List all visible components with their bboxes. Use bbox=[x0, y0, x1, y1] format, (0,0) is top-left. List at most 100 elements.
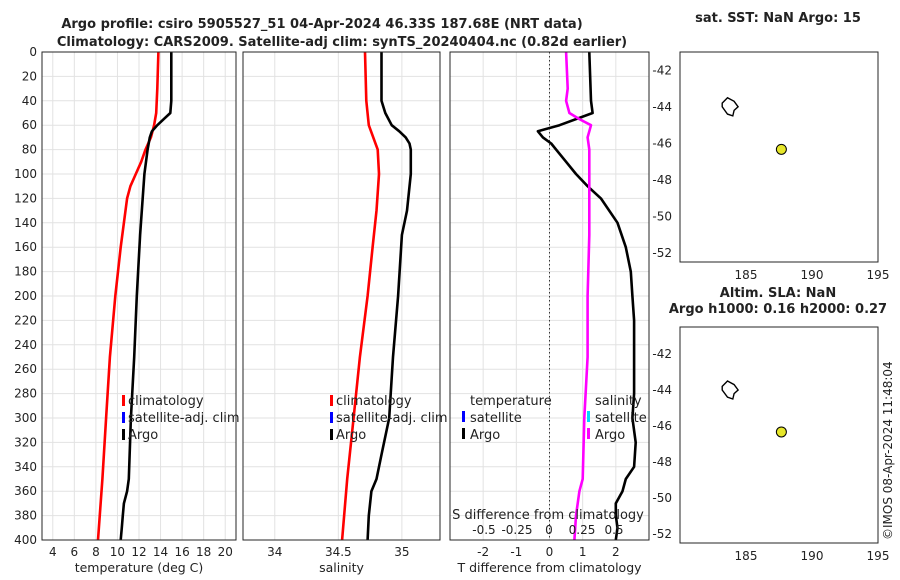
temp-legend-swatch bbox=[122, 429, 125, 440]
map-y-tick-label: -46 bbox=[652, 136, 672, 150]
y-tick-label: 40 bbox=[22, 94, 37, 108]
x-tick-label: 16 bbox=[174, 545, 189, 559]
x-tick-label: -2 bbox=[477, 545, 489, 559]
temp-legend-label: Argo bbox=[128, 428, 158, 443]
x-tick-label: -1 bbox=[510, 545, 522, 559]
y-tick-label: 20 bbox=[22, 69, 37, 83]
diff-legend-right-title: salinity bbox=[595, 394, 642, 409]
map_sst-panel: -42 -44 -46 -48 -50 -52 185 190 195 bbox=[652, 51, 890, 282]
diff-legend-left-label: Argo bbox=[470, 428, 500, 443]
x-axis-label: temperature (deg C) bbox=[75, 560, 204, 575]
sal-legend-swatch bbox=[330, 429, 333, 440]
y-tick-label: 380 bbox=[14, 509, 37, 523]
map-top-title: sat. SST: NaN Argo: 15 bbox=[695, 11, 861, 26]
x-tick-label: 6 bbox=[71, 545, 79, 559]
map-y-tick-label: -48 bbox=[652, 455, 672, 469]
x-axis-label: salinity bbox=[319, 560, 364, 575]
top-tick-label: 0.25 bbox=[569, 523, 596, 537]
map-y-tick-label: -42 bbox=[652, 347, 672, 361]
top-tick-label: 0 bbox=[545, 523, 553, 537]
y-tick-label: 100 bbox=[14, 167, 37, 181]
y-tick-label: 400 bbox=[14, 533, 37, 547]
y-tick-label: 120 bbox=[14, 191, 37, 205]
sal-legend-label: climatology bbox=[336, 394, 412, 409]
diff-legend-right-swatch bbox=[587, 428, 590, 439]
sal-legend-swatch bbox=[330, 395, 333, 406]
y-tick-label: 80 bbox=[22, 143, 37, 157]
argo-float-marker bbox=[775, 143, 787, 155]
island-coastline bbox=[721, 96, 740, 117]
series-line-climatology bbox=[340, 51, 381, 541]
map-y-tick-label: -52 bbox=[652, 246, 672, 260]
y-tick-label: 280 bbox=[14, 387, 37, 401]
map-y-tick-label: -42 bbox=[652, 63, 672, 77]
temp-legend-swatch bbox=[122, 395, 125, 406]
map-y-tick-label: -44 bbox=[652, 100, 672, 114]
temp-legend-swatch bbox=[122, 412, 125, 423]
y-tick-label: 0 bbox=[29, 45, 37, 59]
diff-legend-right-label: Argo bbox=[595, 428, 625, 443]
y-tick-label: 180 bbox=[14, 265, 37, 279]
series-line-argo bbox=[366, 52, 413, 541]
map-y-tick-label: -44 bbox=[652, 383, 672, 397]
y-tick-label: 140 bbox=[14, 216, 37, 230]
map-x-tick-label: 195 bbox=[867, 268, 890, 282]
x-tick-label: 14 bbox=[153, 545, 168, 559]
top-tick-label: -0.5 bbox=[472, 523, 495, 537]
y-tick-label: 300 bbox=[14, 411, 37, 425]
y-tick-label: 320 bbox=[14, 435, 37, 449]
x-tick-label: 8 bbox=[92, 545, 100, 559]
y-tick-label: 240 bbox=[14, 338, 37, 352]
diff-legend-right-swatch bbox=[587, 411, 590, 422]
plot-frame bbox=[449, 51, 650, 541]
plot-frame bbox=[41, 51, 237, 541]
map-x-tick-label: 190 bbox=[801, 549, 824, 563]
argo-float-marker bbox=[775, 426, 787, 438]
map-bottom-title-line2: Argo h1000: 0.16 h2000: 0.27 bbox=[669, 302, 887, 317]
map_sla-panel: -42 -44 -46 -48 -50 -52 185 190 195 bbox=[652, 326, 890, 563]
diff-legend-left-title: temperature bbox=[470, 394, 552, 409]
diff-legend-left-swatch bbox=[462, 411, 465, 422]
map-y-tick-label: -50 bbox=[652, 491, 672, 505]
y-tick-label: 360 bbox=[14, 484, 37, 498]
map-x-tick-label: 190 bbox=[801, 268, 824, 282]
series-line-argo bbox=[119, 52, 173, 541]
temperature-panel: 4 6 8 10 12 14 16 18 200204060801001201401601802… bbox=[14, 45, 240, 575]
x-tick-label: 10 bbox=[110, 545, 125, 559]
imos-watermark: ©IMOS 08-Apr-2024 11:48:04 bbox=[881, 361, 895, 540]
sal-legend-swatch bbox=[330, 412, 333, 423]
top-axis-label: S difference from climatology bbox=[452, 508, 644, 523]
series-line-argo-salinity bbox=[564, 51, 593, 541]
y-tick-label: 200 bbox=[14, 289, 37, 303]
y-tick-label: 220 bbox=[14, 313, 37, 327]
y-tick-label: 60 bbox=[22, 118, 37, 132]
x-tick-label: 2 bbox=[612, 545, 620, 559]
sal-legend-label: Argo bbox=[336, 428, 366, 443]
y-tick-label: 340 bbox=[14, 460, 37, 474]
x-tick-label: 4 bbox=[49, 545, 57, 559]
map-x-tick-label: 195 bbox=[867, 549, 890, 563]
map-x-tick-label: 185 bbox=[735, 268, 758, 282]
top-tick-label: -0.25 bbox=[501, 523, 532, 537]
main-title-line2: Climatology: CARS2009. Satellite-adj cli… bbox=[57, 35, 627, 50]
island-coastline bbox=[721, 380, 740, 400]
series-line-argo-temperature bbox=[536, 51, 638, 541]
sal-legend-label: satellite-adj. clim bbox=[336, 411, 448, 426]
series-line-climatology bbox=[96, 51, 160, 541]
map-frame bbox=[679, 326, 879, 544]
top-tick-label: 0.5 bbox=[604, 523, 623, 537]
map-y-tick-label: -48 bbox=[652, 173, 672, 187]
y-tick-label: 160 bbox=[14, 240, 37, 254]
diff-legend-left-label: satellite bbox=[470, 411, 522, 426]
salinity-panel: 34 34.5 35 salinity climatology satellite-adj… bbox=[242, 51, 448, 575]
difference-panel: -2 -1 0 1 2T difference from climatology temp… bbox=[449, 51, 650, 575]
map-y-tick-label: -50 bbox=[652, 209, 672, 223]
x-axis-label: T difference from climatology bbox=[456, 560, 642, 575]
x-tick-label: 1 bbox=[579, 545, 587, 559]
x-tick-label: 12 bbox=[131, 545, 146, 559]
map-y-tick-label: -46 bbox=[652, 419, 672, 433]
y-tick-label: 260 bbox=[14, 362, 37, 376]
plot-frame bbox=[242, 51, 441, 541]
diff-legend-left-swatch bbox=[462, 428, 465, 439]
